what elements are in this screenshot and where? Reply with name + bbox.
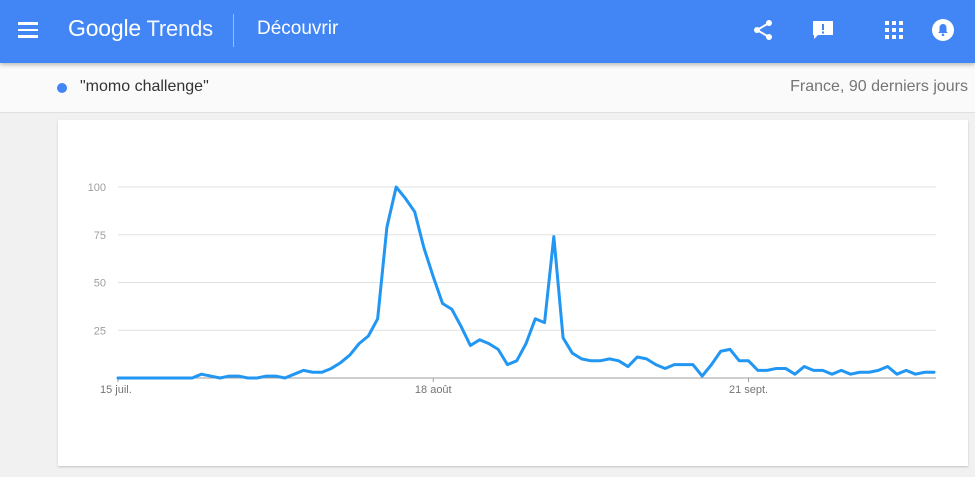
x-tick-label-0: 15 juil. [100, 384, 132, 396]
x-tick-label-2: 21 sept. [729, 384, 768, 396]
logo-trends-text: Trends [146, 16, 213, 41]
y-tick-label-75: 75 [94, 230, 106, 242]
logo-google-text: Google [68, 15, 141, 41]
y-tick-label-50: 50 [94, 278, 106, 290]
menu-icon[interactable] [18, 22, 38, 38]
x-tick-label-1: 18 août [415, 384, 452, 396]
share-icon[interactable] [751, 18, 775, 42]
search-term-bar: "momo challenge" France, 90 derniers jou… [0, 63, 975, 113]
term-color-dot [57, 83, 67, 93]
y-tick-label-25: 25 [94, 325, 106, 337]
y-tick-label-100: 100 [88, 182, 106, 194]
top-app-bar: Google Trends Découvrir [0, 0, 975, 63]
search-term-label[interactable]: "momo challenge" [80, 78, 209, 95]
page-title: Découvrir [257, 18, 339, 39]
interest-over-time-card: 25 50 75 100 15 juil. 18 août 21 sept. [58, 120, 968, 466]
google-trends-logo[interactable]: Google Trends [68, 15, 213, 42]
notifications-icon[interactable] [931, 18, 955, 42]
region-period-label[interactable]: France, 90 derniers jours [790, 78, 968, 95]
line-chart: 25 50 75 100 15 juil. 18 août 21 sept. [88, 182, 936, 396]
apps-icon[interactable] [882, 18, 906, 42]
series-line [116, 185, 936, 380]
header-divider [233, 14, 234, 47]
feedback-icon[interactable] [811, 18, 835, 42]
